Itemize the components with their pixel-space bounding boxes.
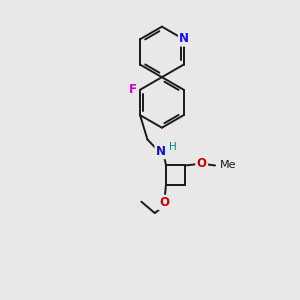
Text: H: H [169, 142, 177, 152]
Text: O: O [197, 158, 207, 170]
Text: N: N [156, 145, 166, 158]
Text: F: F [129, 83, 136, 96]
Text: N: N [179, 32, 189, 45]
Text: Me: Me [220, 160, 236, 170]
Text: O: O [160, 196, 170, 209]
